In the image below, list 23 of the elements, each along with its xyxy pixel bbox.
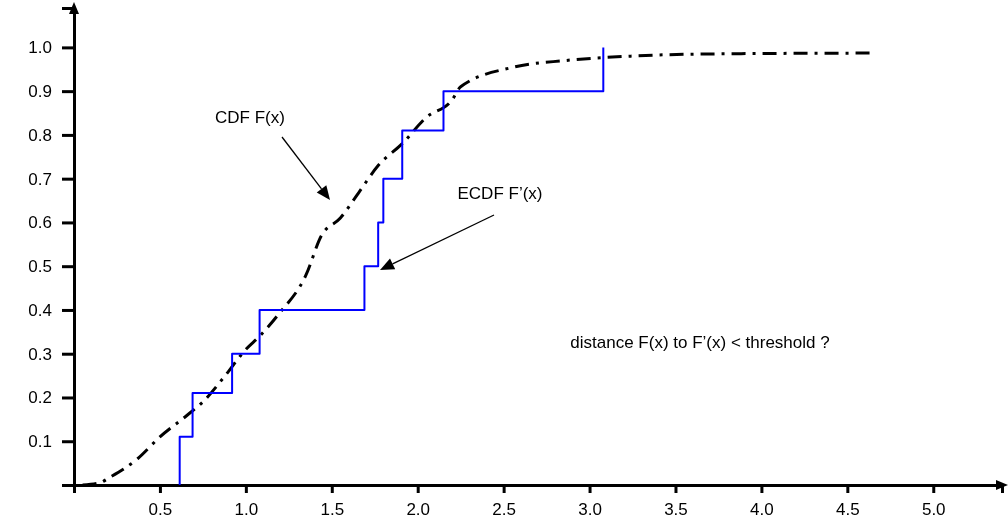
y-tick-label: 1.0 bbox=[28, 38, 52, 58]
x-tick-label: 3.0 bbox=[578, 499, 602, 519]
y-tick-label: 0.6 bbox=[28, 213, 52, 233]
x-tick-label: 4.5 bbox=[836, 499, 860, 519]
x-tick-label: 2.5 bbox=[492, 499, 516, 519]
annotation: distance F(x) to F’(x) < threshold ? bbox=[570, 333, 830, 352]
y-tick-label: 0.9 bbox=[28, 82, 52, 102]
y-tick-label: 0.3 bbox=[28, 344, 52, 364]
annotation: ECDF F’(x) bbox=[457, 184, 543, 203]
x-tick-label: 5.0 bbox=[921, 499, 946, 519]
y-tick-label: 0.1 bbox=[28, 432, 52, 452]
y-tick-label: 0.7 bbox=[28, 169, 52, 189]
y-tick-label: 0.4 bbox=[28, 300, 52, 320]
annotation: CDF F(x) bbox=[215, 108, 285, 127]
x-tick-label: 0.5 bbox=[148, 499, 173, 519]
x-tick-label: 2.0 bbox=[406, 499, 431, 519]
x-tick-label: 1.5 bbox=[320, 499, 345, 519]
y-tick-label: 0.5 bbox=[28, 257, 52, 277]
x-tick-label: 3.5 bbox=[664, 499, 688, 519]
y-tick-label: 0.8 bbox=[28, 125, 52, 145]
y-tick-label: 0.2 bbox=[28, 388, 52, 408]
x-tick-label: 4.0 bbox=[750, 499, 774, 519]
x-tick-label: 1.0 bbox=[234, 499, 259, 519]
